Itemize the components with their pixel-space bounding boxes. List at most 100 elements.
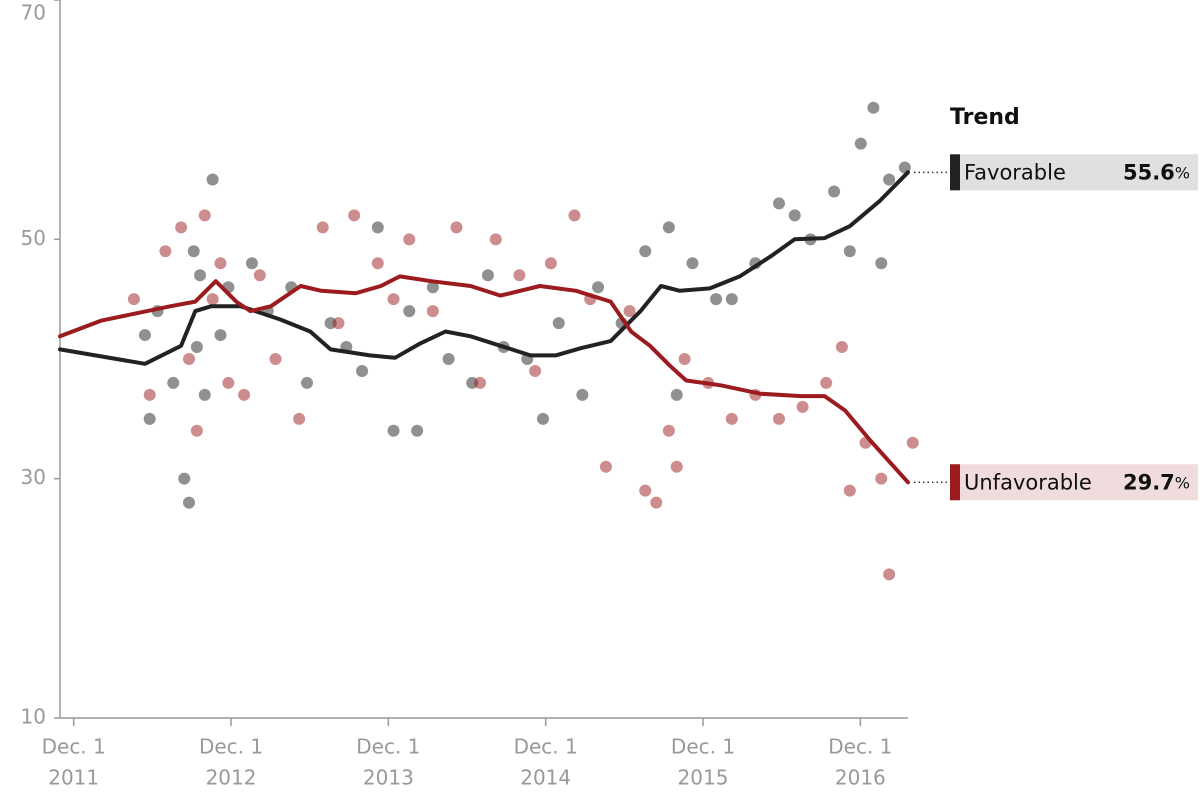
scatter-point (167, 376, 180, 389)
x-tick-year: 2011 (48, 766, 99, 790)
scatter-point (190, 341, 203, 354)
scatter-point (835, 341, 848, 354)
x-tick-year: 2016 (835, 766, 886, 790)
scatter-point (639, 484, 652, 497)
legend-value-number: 55.6 (1123, 160, 1175, 184)
y-tick-label: 30 (21, 465, 46, 489)
scatter-point (796, 400, 809, 413)
scatter-point (301, 376, 314, 389)
scatter-point (198, 209, 211, 222)
scatter-point (245, 257, 258, 270)
x-tick-label: Dec. 1 (828, 735, 892, 759)
scatter-point (686, 257, 699, 270)
scatter-point (426, 305, 439, 318)
scatter-point (127, 293, 140, 306)
scatter-point (820, 376, 833, 389)
x-tick-label: Dec. 1 (671, 735, 735, 759)
scatter-point (403, 233, 416, 246)
scatter-point (875, 472, 888, 485)
scatter-point (387, 293, 400, 306)
scatter-point (371, 257, 384, 270)
legend-box (950, 154, 1198, 191)
scatter-point (576, 388, 589, 401)
scatter-point (883, 173, 896, 186)
scatter-point (183, 496, 196, 509)
scatter-point (883, 568, 896, 581)
x-tick-label: Dec. 1 (42, 735, 106, 759)
scatter-point (678, 353, 691, 365)
scatter-point (662, 221, 675, 234)
trend-line (58, 274, 910, 485)
legend-swatch (950, 464, 960, 501)
scatter-point (222, 376, 235, 389)
x-tick-year: 2014 (520, 766, 571, 790)
scatter-point (206, 293, 219, 306)
scatter-point (568, 209, 581, 222)
scatter-point (843, 484, 856, 497)
scatter-point (450, 221, 463, 234)
scatter-point (481, 269, 494, 282)
scatter-point (552, 317, 565, 330)
scatter-point (725, 412, 738, 425)
scatter-point (194, 269, 207, 282)
x-tick-label: Dec. 1 (199, 735, 263, 759)
legend-value: 55.6% (1123, 160, 1190, 184)
scatter-point (772, 197, 785, 210)
scatter-point (710, 293, 723, 306)
scatter-point (348, 209, 361, 222)
x-tick-label: Dec. 1 (514, 735, 578, 759)
scatter-point (670, 388, 683, 401)
legend-title: Trend (950, 105, 1020, 130)
scatter-point (183, 353, 196, 365)
scatter-point (788, 209, 801, 222)
scatter-point (474, 376, 487, 389)
legend-value-number: 29.7 (1123, 470, 1175, 494)
scatter-point (138, 329, 151, 342)
scatter-point (725, 293, 738, 306)
legend-value-unit: % (1175, 473, 1190, 492)
scatter-point (650, 496, 663, 509)
scatter-point (238, 388, 251, 401)
scatter-point (442, 353, 455, 365)
x-tick-year: 2015 (678, 766, 729, 790)
scatter-point (843, 245, 856, 258)
scatter-point (214, 257, 227, 270)
scatter-point (293, 412, 306, 425)
scatter-point (253, 269, 266, 282)
y-tick-label: 50 (21, 226, 46, 250)
scatter-point (143, 388, 156, 401)
scatter-point (592, 281, 605, 294)
legend-swatch (950, 154, 960, 191)
scatter-point (356, 364, 369, 377)
scatter-point (513, 269, 526, 282)
scatter-point (159, 245, 172, 258)
scatter-point (536, 412, 549, 425)
scatter-point (269, 353, 282, 365)
scatter-point (206, 173, 219, 186)
scatter-point (875, 257, 888, 270)
scatter-point (772, 412, 785, 425)
legend-value-unit: % (1175, 163, 1190, 182)
scatter-point (426, 281, 439, 294)
scatter-point (198, 388, 211, 401)
legend-label: Favorable (964, 160, 1066, 184)
scatter-point (906, 436, 919, 449)
scatter-point (670, 460, 683, 473)
scatter-point (403, 305, 416, 318)
legend-label: Unfavorable (964, 470, 1092, 494)
legend-box (950, 464, 1198, 501)
scatter-point (828, 185, 841, 198)
scatter-point (662, 424, 675, 437)
scatter-point (178, 472, 191, 485)
scatter-point (544, 257, 557, 270)
scatter-point (214, 329, 227, 342)
scatter-point (371, 221, 384, 234)
legend-value: 29.7% (1123, 470, 1190, 494)
x-tick-year: 2012 (206, 766, 257, 790)
scatter-point (599, 460, 612, 473)
scatter-point (867, 101, 880, 114)
scatter-point (529, 364, 542, 377)
scatter-point (316, 221, 329, 234)
